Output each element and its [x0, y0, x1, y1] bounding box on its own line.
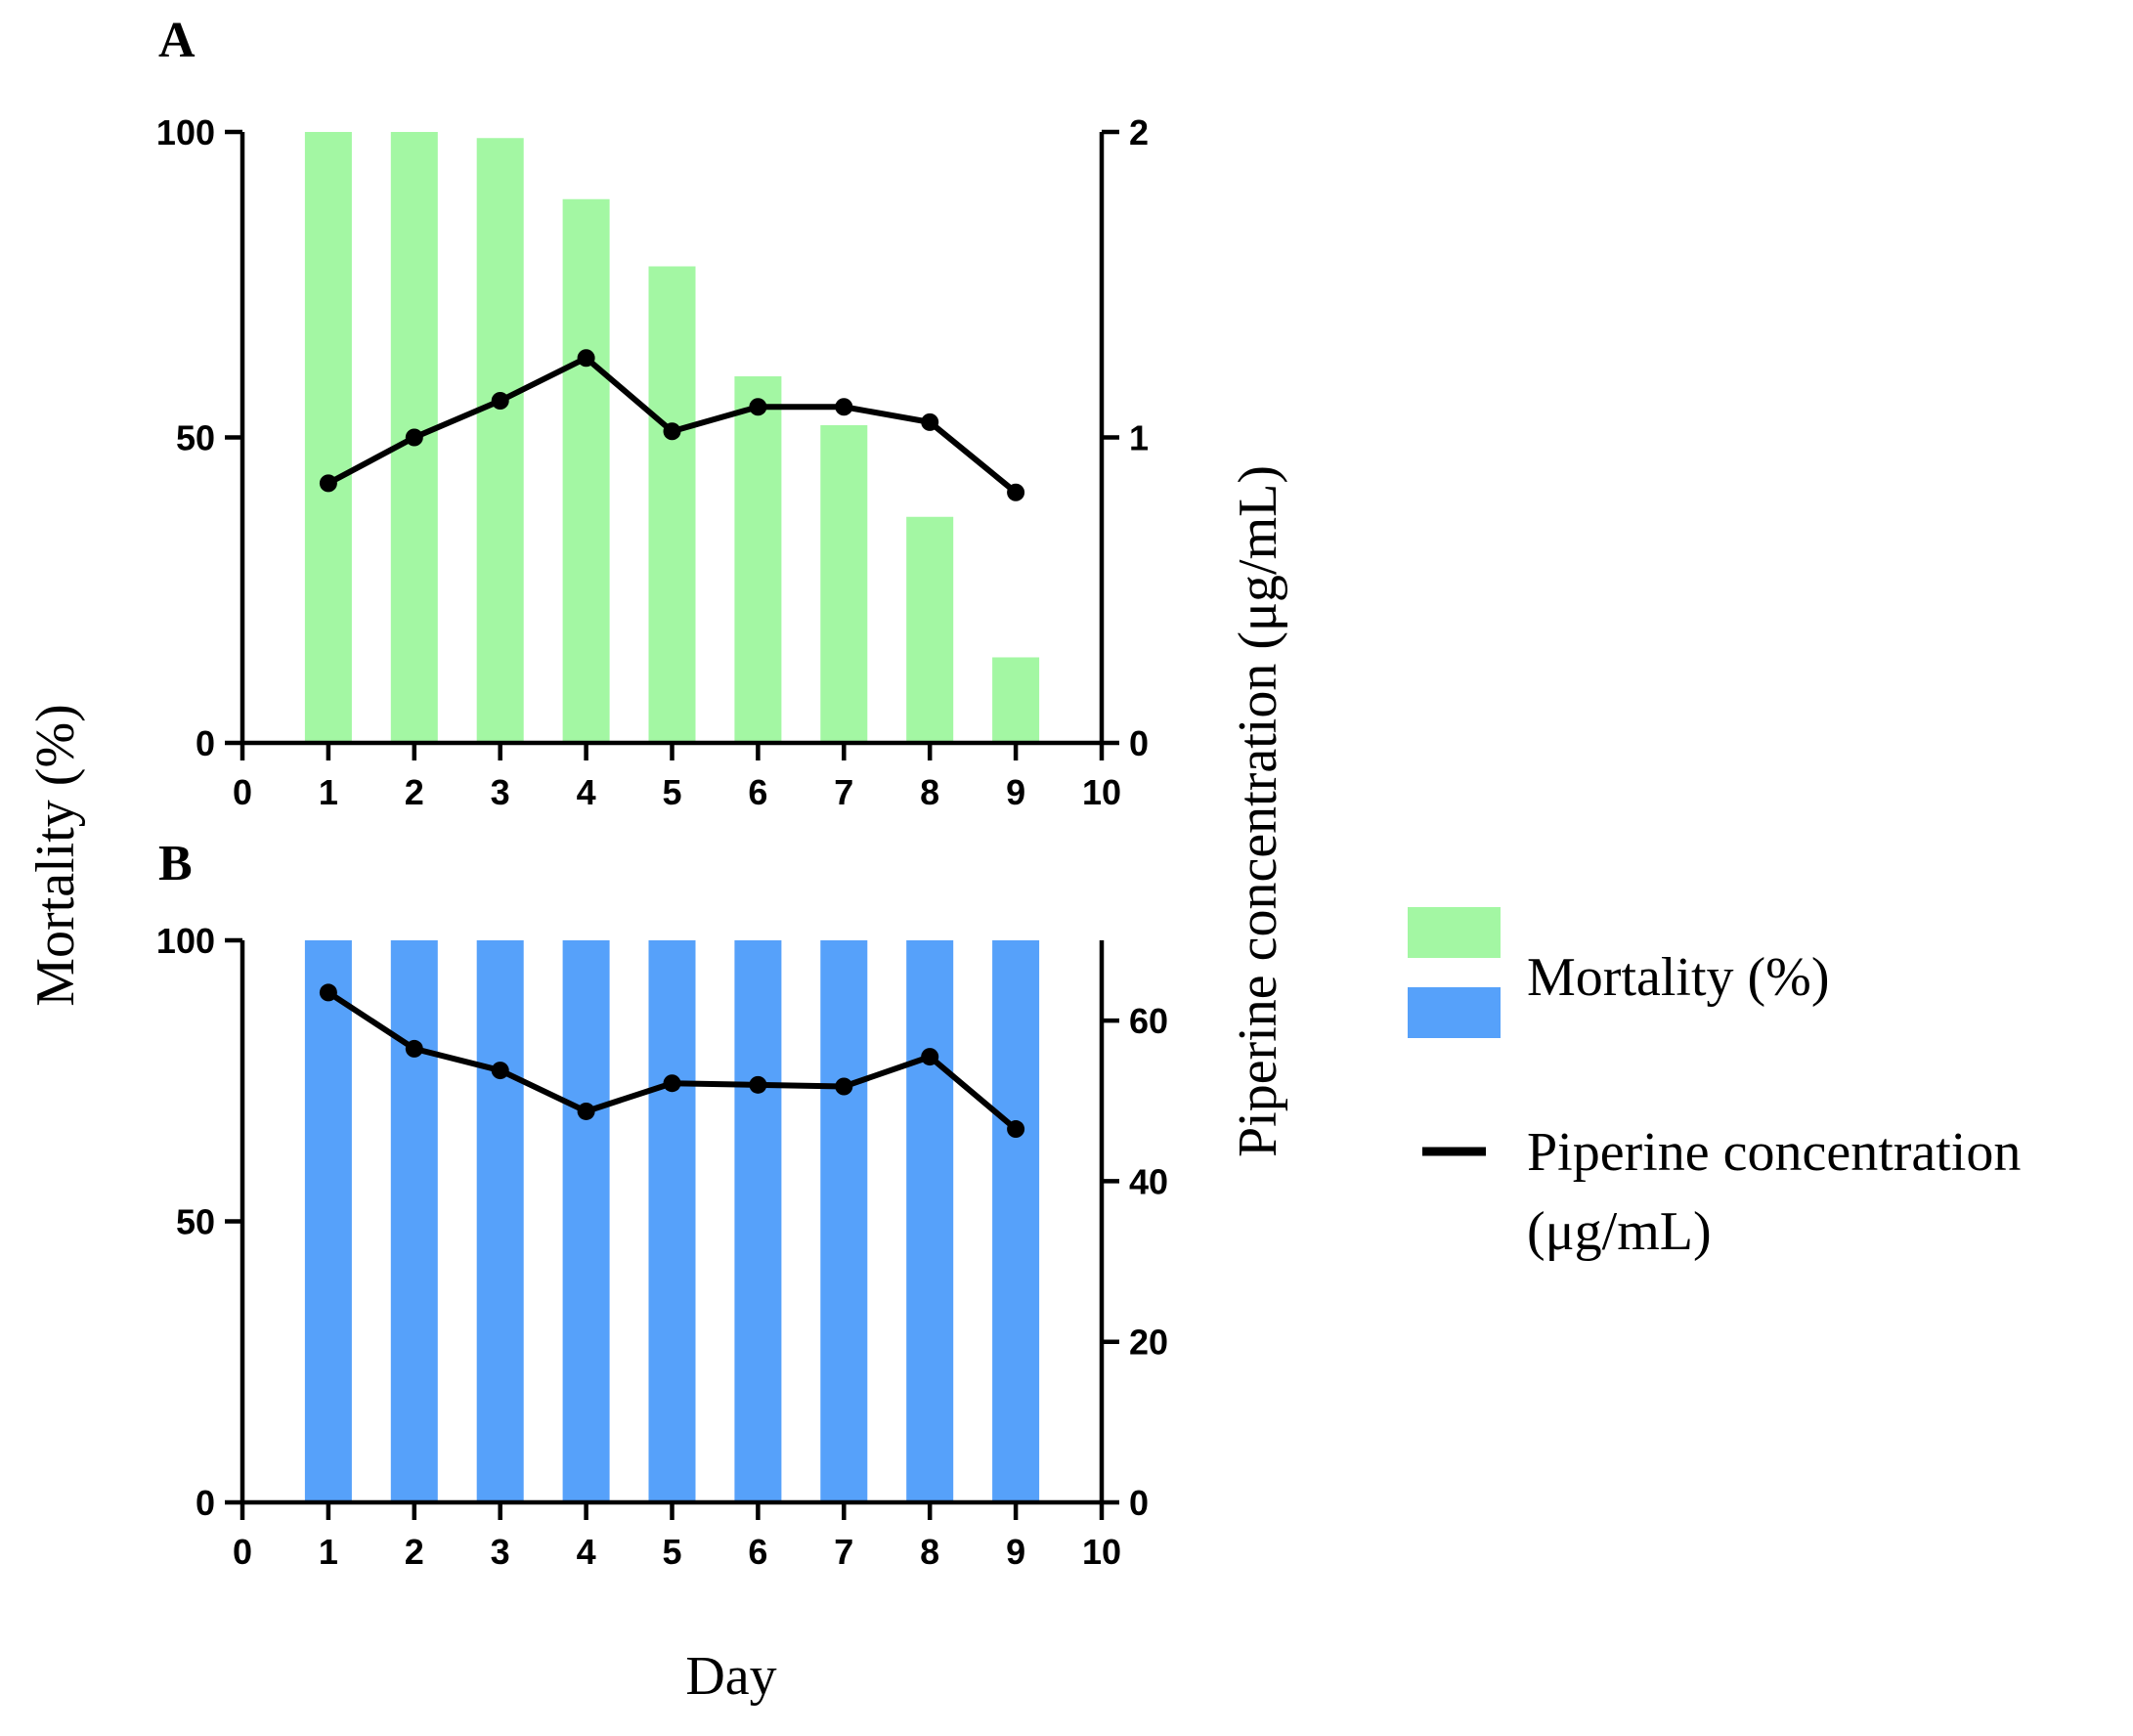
panel-b-y-left-tick-label-50: 50 — [176, 1202, 215, 1242]
panel-a-bar-day-7 — [820, 425, 868, 743]
panel-b-bar-day-1 — [304, 940, 352, 1502]
panel-b-x-tick-label-1: 1 — [319, 1532, 338, 1572]
panel-b-bar-day-9 — [992, 940, 1040, 1502]
panel-a-y-right-tick-label-2: 2 — [1129, 112, 1149, 152]
panel-b-x-tick-label-8: 8 — [920, 1532, 939, 1572]
panel-b-piperine-point-day-1 — [319, 983, 337, 1002]
panel-b-bar-day-6 — [734, 940, 782, 1502]
panel-a-y-left-tick-label-100: 100 — [156, 112, 215, 152]
panel-a-x-tick-label-2: 2 — [405, 772, 424, 812]
panel-b-piperine-point-day-3 — [491, 1062, 509, 1080]
panel-a-bar-day-1 — [304, 132, 352, 743]
panel-a-bar-day-9 — [992, 657, 1040, 743]
y-left-axis-title: Mortality (%) — [25, 704, 86, 1006]
legend-swatch-green — [1408, 907, 1501, 958]
y-right-axis-title: Piperine concentration (μg/mL) — [1228, 465, 1288, 1157]
panel-b-piperine-point-day-8 — [921, 1048, 939, 1066]
panel-b-bar-day-7 — [820, 940, 868, 1502]
panel-a-piperine-point-day-8 — [921, 412, 939, 431]
panel-b-bar-day-4 — [562, 940, 610, 1502]
panel-b-x-tick-label-10: 10 — [1082, 1532, 1121, 1572]
panel-b-x-tick-label-9: 9 — [1006, 1532, 1025, 1572]
panel-b-piperine-point-day-2 — [405, 1039, 423, 1058]
panel-b-x-tick-label-5: 5 — [662, 1532, 681, 1572]
panel-b-piperine-point-day-6 — [749, 1075, 767, 1094]
panel-a-bar-day-6 — [734, 376, 782, 743]
panel-a-x-tick-label-9: 9 — [1006, 772, 1025, 812]
panel-a-x-tick-label-7: 7 — [834, 772, 853, 812]
panel-a-piperine-point-day-3 — [491, 392, 509, 410]
panel-a-label: A — [158, 13, 196, 68]
panel-a-bar-day-8 — [906, 516, 954, 743]
panel-a-y-right-tick-label-0: 0 — [1129, 723, 1149, 763]
panel-a-piperine-point-day-5 — [663, 422, 681, 441]
panel-b-label: B — [158, 836, 193, 891]
panel-b-y-right-tick-label-40: 40 — [1129, 1161, 1168, 1201]
panel-a-piperine-point-day-4 — [577, 349, 595, 368]
panel-b-piperine-point-day-5 — [663, 1074, 681, 1093]
panel-b-piperine-point-day-9 — [1007, 1120, 1025, 1139]
panel-b-y-right-tick-label-60: 60 — [1129, 1001, 1168, 1041]
legend-bar-label: Mortality (%) — [1527, 947, 1829, 1008]
panel-b-bar-day-5 — [648, 940, 696, 1502]
legend-line-label-2: (μg/mL) — [1527, 1201, 1712, 1262]
legend: Mortality (%) Piperine concentration (μg… — [1408, 907, 2021, 1262]
panel-b-y-right-tick-label-0: 0 — [1129, 1483, 1149, 1523]
panel-a-x-tick-label-10: 10 — [1082, 772, 1121, 812]
panel-b-x-tick-label-3: 3 — [491, 1532, 510, 1572]
panel-b-y-left-tick-label-100: 100 — [156, 921, 215, 961]
panel-a-x-tick-label-5: 5 — [662, 772, 681, 812]
panel-b-x-tick-label-2: 2 — [405, 1532, 424, 1572]
panel-b-x-tick-label-7: 7 — [834, 1532, 853, 1572]
panel-a-piperine-point-day-1 — [319, 474, 337, 493]
panel-b-y-right-tick-label-20: 20 — [1129, 1323, 1168, 1363]
panel-a-x-tick-label-0: 0 — [233, 772, 252, 812]
panel-b-x-tick-label-0: 0 — [233, 1532, 252, 1572]
panel-a-y-left-tick-label-0: 0 — [196, 723, 215, 763]
panel-a-piperine-point-day-7 — [835, 398, 853, 416]
panel-a-bar-day-3 — [476, 138, 524, 743]
legend-line-label-1: Piperine concentration — [1527, 1122, 2021, 1183]
panel-a-x-tick-label-8: 8 — [920, 772, 939, 812]
legend-swatch-blue — [1408, 987, 1501, 1038]
x-axis-title: Day — [685, 1646, 776, 1707]
panel-a-x-tick-label-1: 1 — [319, 772, 338, 812]
panel-b-piperine-point-day-7 — [835, 1077, 853, 1096]
panel-b-bar-day-2 — [390, 940, 438, 1502]
panel-a-piperine-point-day-2 — [405, 428, 423, 447]
panel-b-bar-day-3 — [476, 940, 524, 1502]
panel-a-piperine-point-day-9 — [1007, 483, 1025, 501]
panel-b-bar-day-8 — [906, 940, 954, 1502]
panel-a-y-left-tick-label-50: 50 — [176, 418, 215, 458]
panel-a-bar-day-5 — [648, 266, 696, 743]
panel-a-x-tick-label-6: 6 — [748, 772, 767, 812]
panel-a-y-right-tick-label-1: 1 — [1129, 418, 1149, 458]
panel-a-x-tick-label-4: 4 — [577, 772, 596, 812]
panel-b-x-tick-label-4: 4 — [577, 1532, 596, 1572]
panel-b-x-tick-label-6: 6 — [748, 1532, 767, 1572]
panel-a-bar-day-4 — [562, 198, 610, 743]
panel-b-piperine-point-day-4 — [577, 1102, 595, 1120]
panel-a-x-tick-label-3: 3 — [491, 772, 510, 812]
panel-a-piperine-point-day-6 — [749, 398, 767, 416]
panel-b-y-left-tick-label-0: 0 — [196, 1483, 215, 1523]
